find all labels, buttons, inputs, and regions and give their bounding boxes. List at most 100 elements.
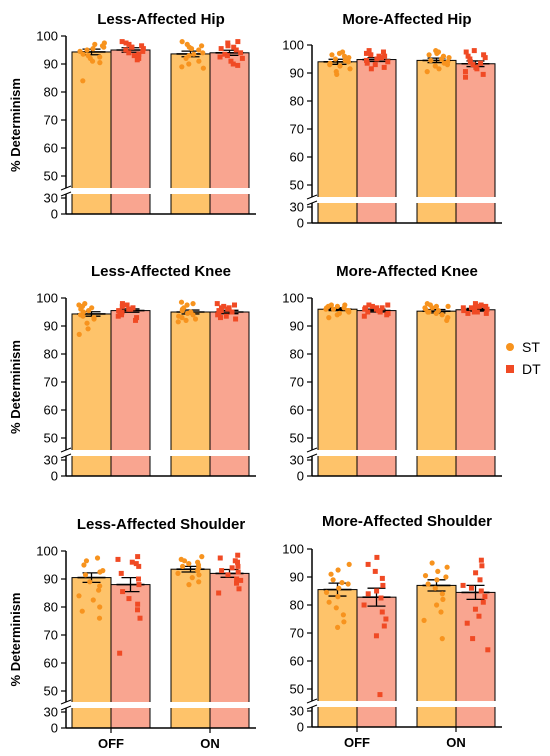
- data-point-dt: [377, 309, 383, 315]
- data-point-st: [424, 69, 430, 75]
- data-point-dt: [135, 601, 141, 607]
- y-tick-label: 0: [297, 720, 304, 735]
- data-point-st: [190, 312, 196, 318]
- data-point-dt: [476, 303, 482, 309]
- data-point-dt: [231, 44, 237, 50]
- data-point-st: [196, 47, 202, 53]
- data-point-st: [79, 608, 85, 614]
- chart-title: More-Affected Knee: [336, 263, 478, 280]
- bar-dt-off: [356, 59, 397, 224]
- data-point-dt: [460, 582, 466, 588]
- data-point-st: [190, 301, 196, 307]
- data-point-dt: [365, 591, 371, 597]
- bar-dt-on: [455, 309, 496, 477]
- data-point-dt: [235, 563, 241, 569]
- y-tick-label: 90: [290, 66, 304, 81]
- data-point-st: [434, 602, 440, 608]
- data-point-st: [346, 561, 352, 568]
- data-point-st: [333, 69, 339, 75]
- data-point-dt: [379, 305, 385, 311]
- data-point-st: [422, 573, 429, 579]
- data-point-st: [435, 308, 441, 314]
- data-point-dt: [129, 44, 135, 50]
- data-point-st: [332, 56, 338, 62]
- y-tick-label: 0: [51, 207, 58, 222]
- data-point-dt: [468, 585, 474, 591]
- data-point-dt: [218, 46, 224, 52]
- axis-break-mark: [306, 453, 318, 459]
- data-point-st: [97, 54, 103, 60]
- y-tick-label: 0: [297, 216, 304, 231]
- data-point-st: [426, 52, 432, 58]
- data-point-dt: [478, 60, 484, 66]
- y-tick-label: 70: [44, 113, 58, 128]
- y-tick-label: 60: [44, 656, 58, 671]
- data-point-dt: [372, 568, 378, 574]
- data-point-dt: [225, 572, 231, 578]
- y-axis-label: % Determinism: [8, 78, 23, 172]
- data-point-st: [341, 53, 348, 59]
- data-point-dt: [135, 607, 141, 613]
- axis-break-mark: [60, 699, 72, 705]
- data-point-dt: [126, 306, 132, 312]
- data-point-dt: [461, 308, 467, 314]
- data-point-st: [94, 555, 101, 561]
- y-tick-label: 30: [44, 705, 58, 720]
- data-point-dt: [472, 606, 478, 612]
- data-point-dt: [365, 561, 371, 567]
- data-point-dt: [364, 57, 370, 63]
- data-point-st: [328, 302, 334, 308]
- data-point-st: [330, 577, 336, 583]
- data-point-st: [444, 317, 450, 323]
- data-point-st: [81, 562, 87, 568]
- data-point-st: [435, 568, 441, 575]
- y-tick-label: 50: [44, 431, 58, 446]
- data-point-st: [179, 39, 185, 45]
- data-point-dt: [239, 55, 245, 61]
- data-point-st: [96, 615, 103, 621]
- chart-panel-4: More-Affected Knee 300 100 90 80 70 60 50: [282, 263, 504, 484]
- data-point-dt: [134, 57, 140, 63]
- y-tick-label: 60: [290, 150, 304, 165]
- y-tick-label: 70: [290, 626, 304, 641]
- y-tick-label: 60: [44, 403, 58, 418]
- data-point-dt: [115, 556, 121, 562]
- data-point-st: [438, 609, 444, 615]
- data-point-st: [346, 55, 352, 61]
- data-point-st: [97, 604, 103, 610]
- data-point-dt: [366, 48, 372, 54]
- data-point-dt: [364, 60, 370, 66]
- data-point-dt: [476, 613, 482, 619]
- legend-label: DT: [522, 361, 541, 377]
- data-point-st: [188, 46, 195, 52]
- y-tick-label: 100: [36, 291, 58, 306]
- data-point-st: [76, 593, 82, 599]
- data-point-st: [176, 313, 182, 319]
- data-point-dt: [133, 317, 139, 323]
- data-point-dt: [221, 303, 227, 309]
- data-point-dt: [465, 310, 471, 316]
- y-tick-label: 90: [44, 572, 58, 587]
- data-point-dt: [225, 43, 231, 49]
- x-tick-label: OFF: [344, 735, 370, 750]
- data-point-st: [80, 313, 86, 319]
- data-point-dt: [217, 555, 223, 561]
- data-point-st: [428, 57, 434, 64]
- data-point-dt: [139, 43, 145, 49]
- data-point-dt: [133, 561, 139, 567]
- data-point-st: [342, 57, 348, 64]
- data-point-st: [440, 596, 446, 603]
- bar-st-on: [416, 310, 457, 477]
- data-point-dt: [134, 315, 140, 321]
- data-point-dt: [464, 620, 470, 626]
- data-point-st: [429, 305, 436, 311]
- data-point-st: [196, 579, 202, 585]
- data-point-dt: [230, 61, 236, 67]
- data-point-dt: [465, 53, 471, 59]
- y-tick-label: 70: [44, 375, 58, 390]
- x-tick-label: OFF: [98, 736, 124, 751]
- data-point-st: [97, 569, 103, 575]
- data-point-st: [91, 315, 97, 321]
- data-point-dt: [123, 47, 129, 53]
- data-point-dt: [485, 647, 491, 653]
